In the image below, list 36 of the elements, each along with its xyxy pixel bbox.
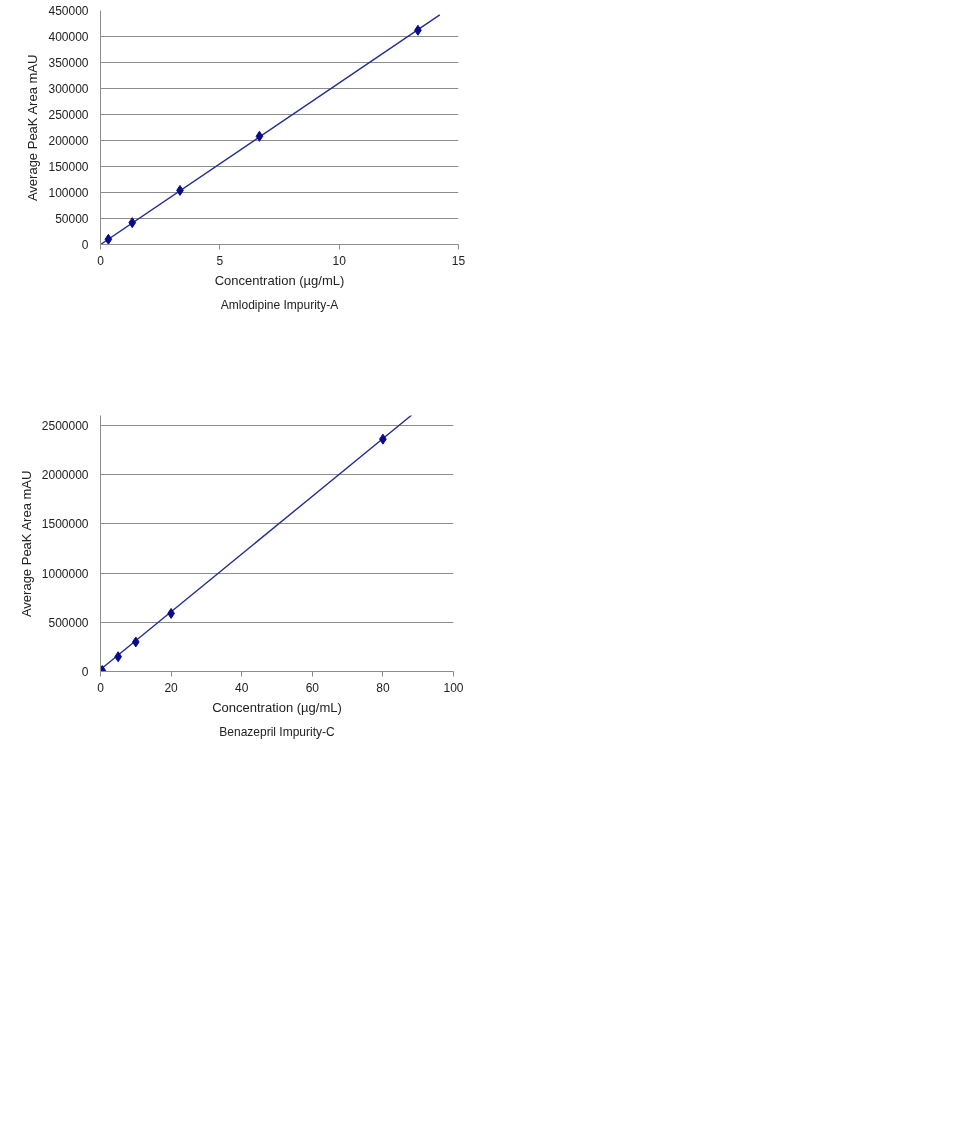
x-tick-label: 60 [305,680,320,695]
x-tick-label: 20 [164,680,179,695]
y-tick-label: 500000 [48,615,89,630]
y-axis-title: Average PeaK Area mAU [25,54,41,202]
y-tick-label: 1000000 [41,566,89,581]
y-tick-label: 250000 [48,108,89,122]
y-axis-title: Average PeaK Area mAU [18,470,34,618]
y-tick-label: 50000 [55,212,89,226]
y-tick-label: 2500000 [41,418,89,433]
x-axis-title: Concentration (µg/mL) [214,272,345,288]
y-tick-label: 0 [81,238,89,252]
y-tick-label: 200000 [48,134,89,148]
text: Benazepril Impurity-C [219,724,336,739]
y-tick-label: 350000 [48,56,89,70]
y-tick-label: 0 [81,665,89,679]
point [255,130,264,142]
x-tick-label: 40 [235,680,249,695]
x-axis-title: Concentration (µg/mL) [212,699,342,715]
y-tick-label: 100000 [48,186,89,200]
x-tick-label: 0 [97,680,105,695]
y-tick-label: 150000 [48,160,89,174]
point [104,233,113,245]
x-tick-label: 0 [97,253,105,268]
x-tick-label: 10 [332,253,347,268]
y-tick-label: 400000 [48,30,89,44]
x-tick-label: 80 [376,680,390,695]
y-tick-label: 300000 [48,82,89,96]
y-tick-label: 1500000 [41,517,89,532]
point [131,636,140,648]
y-tick-label: 2000000 [41,468,89,483]
point [128,217,137,229]
y-tick-label: 450000 [48,4,89,18]
text: Amlodipine Impurity-A [220,297,339,312]
x-tick-label: 5 [216,253,224,268]
x-tick-label: 15 [451,253,466,268]
x-tick-label: 100 [443,680,464,695]
